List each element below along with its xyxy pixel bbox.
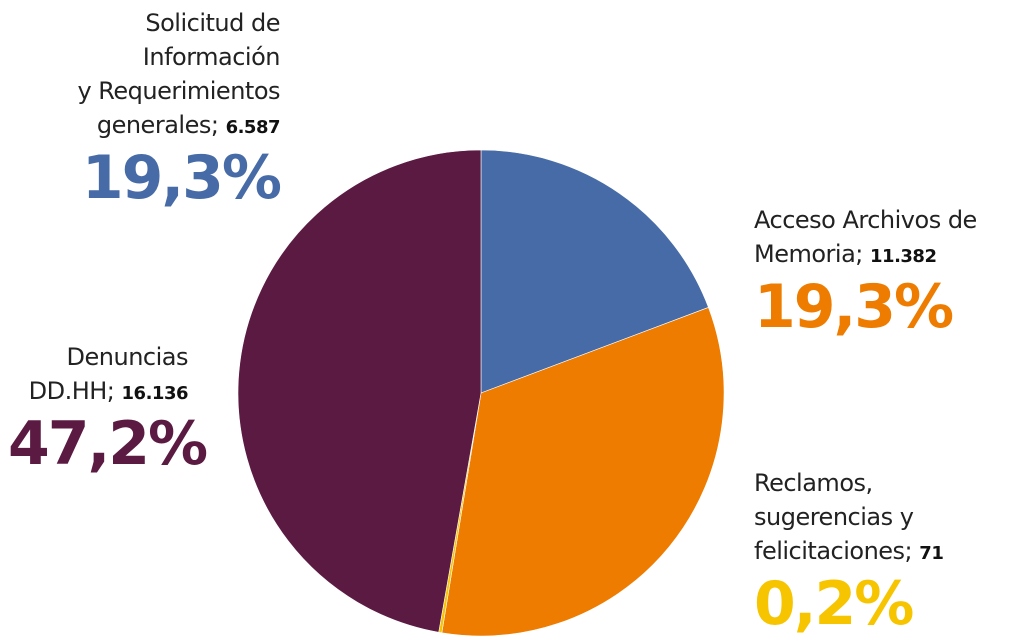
label-line: DD.HH; 16.136 [8,374,189,411]
label-line: y Requerimientos [77,77,280,105]
pie-slices [237,149,725,637]
label-line: generales; 6.587 [8,108,281,145]
label-line: Acceso Archivos de [754,206,977,234]
label-reclamos: Reclamos, sugerencias y felicitaciones; … [754,466,1016,637]
label-line-text: felicitaciones; [754,537,913,565]
label-line-text: DD.HH; [28,377,115,405]
slice-denuncias [237,149,482,633]
label-line: Memoria; 11.382 [754,237,1016,274]
slice-count: 16.136 [121,383,189,404]
label-line: Solicitud de Información [142,9,281,71]
slice-acceso-archivos [441,307,725,637]
label-line: Reclamos, sugerencias y [754,469,914,531]
label-denuncias: Denuncias DD.HH; 16.136 47,2% [8,340,208,479]
slice-count: 6.587 [225,117,281,138]
slice-count: 71 [919,543,944,564]
label-acceso-archivos: Acceso Archivos de Memoria; 11.382 19,3% [754,203,1016,340]
slice-solicitud-informacion [480,149,709,394]
slice-percent: 47,2% [8,409,208,479]
slice-count: 11.382 [870,246,937,267]
label-line: felicitaciones; 71 [754,534,1016,571]
label-line: Denuncias [66,343,189,371]
label-line-text: Memoria; [754,240,863,268]
label-line-text: generales; [96,111,219,139]
slice-percent: 19,3% [81,143,282,213]
slice-percent: 19,3% [754,272,954,342]
label-solicitud-informacion: Solicitud de Información y Requerimiento… [8,6,282,213]
slice-percent: 0,2% [754,569,914,639]
